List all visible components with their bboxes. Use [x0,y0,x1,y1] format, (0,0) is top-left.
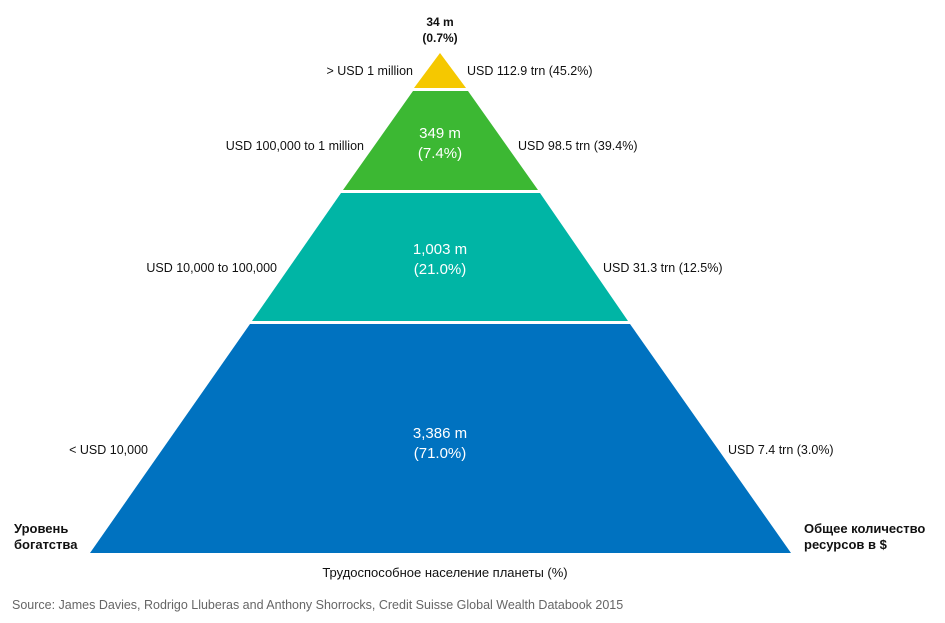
tier-upper-wealth-band: USD 100,000 to 1 million [225,139,364,153]
tier-base-shape [90,324,791,553]
tier-upper-label: 349 m (7.4%) [380,124,500,164]
tier-base-count: 3,386 m [412,425,468,442]
left-axis-label: Уровень богатства [14,521,78,552]
tier-top-count: 34 m [426,15,454,29]
tier-top-shape [414,53,466,88]
tier-top-wealth-band: > USD 1 million [326,64,414,78]
tier-upper-total: USD 98.5 trn (39.4%) [518,139,638,153]
tier-middle-count: 1,003 m [412,241,468,258]
bottom-caption: Трудоспособное население планеты (%) [322,565,568,580]
tier-middle-label: 1,003 m (21.0%) [380,240,500,280]
tier-middle-wealth-band: USD 10,000 to 100,000 [146,261,277,275]
tier-top-label: 34 m (0.7%) [400,14,480,46]
source-note: Source: James Davies, Rodrigo Lluberas a… [12,598,624,612]
tier-base-wealth-band: < USD 10,000 [69,443,148,457]
tier-middle-share: (21.0%) [413,261,467,278]
tier-upper-count: 349 m [419,125,461,142]
tier-middle-shape [252,193,628,321]
tier-top-share: (0.7%) [422,31,458,45]
right-axis-label: Общее количество ресурсов в $ [804,521,926,552]
tier-base-total: USD 7.4 trn (3.0%) [728,443,834,457]
tier-base-label: 3,386 m (71.0%) [380,424,500,464]
tier-top-total: USD 112.9 trn (45.2%) [467,64,593,78]
tier-upper-shape [343,91,538,190]
tier-upper-share: (7.4%) [417,145,463,162]
tier-base-share: (71.0%) [413,445,467,462]
tier-middle-total: USD 31.3 trn (12.5%) [603,261,723,275]
